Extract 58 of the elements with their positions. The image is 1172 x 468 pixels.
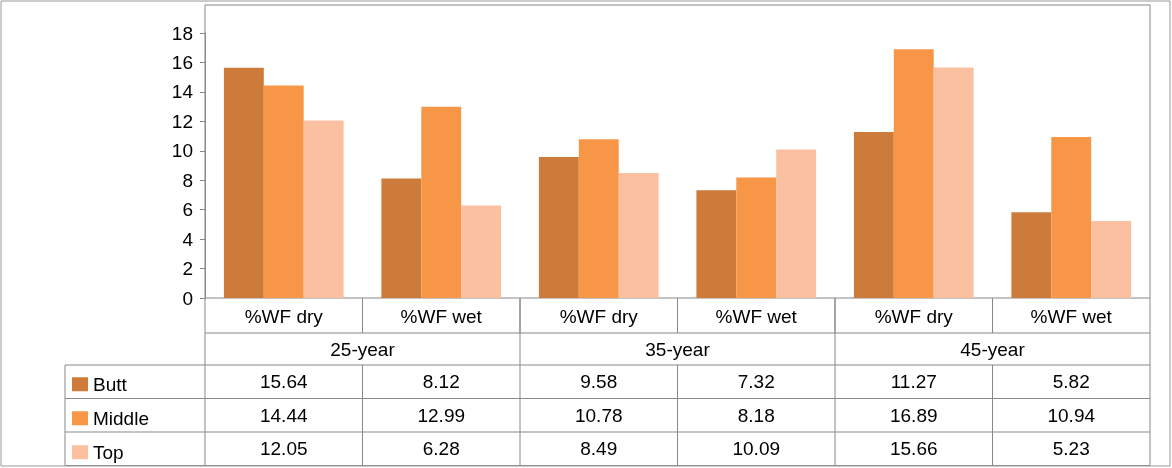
data-label: 16.89 (889, 404, 938, 426)
bar (303, 120, 344, 298)
text: 25-year (330, 338, 396, 360)
y-tick-label: 18 (171, 22, 193, 44)
bar (893, 49, 934, 298)
data-label: 14.44 (259, 404, 308, 426)
data-label: 9.58 (580, 371, 618, 393)
data-label: 12.99 (417, 404, 466, 426)
bar (853, 132, 894, 298)
bar (696, 190, 737, 298)
bar (381, 178, 422, 298)
data-label: 10.78 (574, 404, 623, 426)
x-tick-label: %WF wet (400, 306, 483, 327)
data-label: 11.27 (890, 371, 937, 393)
bar (578, 139, 619, 298)
data-label: 5.23 (1052, 438, 1090, 460)
data-label: 8.12 (422, 371, 460, 393)
bar (1011, 212, 1052, 298)
data-label: 8.49 (580, 438, 618, 460)
text: 45-year (960, 338, 1026, 360)
y-tick-label: 12 (171, 110, 193, 132)
data-label: 7.32 (737, 371, 775, 393)
data-label: 15.66 (889, 438, 938, 460)
bar (223, 67, 264, 298)
y-tick-label: 2 (182, 258, 193, 280)
bar (1051, 136, 1092, 298)
legend-label: Butt (93, 373, 128, 395)
data-label: 5.82 (1052, 371, 1090, 393)
y-tick-label: 10 (171, 140, 193, 162)
y-tick-label: 14 (171, 81, 194, 103)
x-tick-label: %WF wet (715, 306, 798, 327)
bar (263, 85, 304, 298)
bar (538, 156, 579, 298)
x-tick-label: %WF dry (874, 306, 954, 327)
y-tick-label: 8 (182, 169, 193, 191)
bar (421, 106, 462, 298)
legend-label: Middle (93, 407, 149, 429)
data-label: 10.94 (1047, 404, 1096, 426)
y-tick-label: 16 (171, 51, 193, 73)
x-tick-label: %WF dry (559, 306, 639, 327)
data-label: 8.18 (737, 404, 775, 426)
bar (933, 67, 974, 298)
data-label: 6.28 (422, 438, 460, 460)
bar (776, 149, 817, 298)
data-label: 12.05 (259, 438, 308, 460)
bar (736, 177, 777, 298)
y-tick-label: 6 (182, 199, 193, 221)
bar (1091, 221, 1132, 298)
data-label: 10.09 (732, 438, 781, 460)
x-tick-label: %WF dry (244, 306, 324, 327)
data-label: 15.64 (259, 371, 308, 393)
text: 35-year (645, 338, 711, 360)
bar (461, 205, 502, 298)
bar (618, 173, 659, 298)
y-tick-label: 4 (182, 228, 194, 250)
y-tick-label: 0 (182, 287, 193, 309)
legend-label: Top (93, 441, 124, 463)
x-tick-label: %WF wet (1030, 306, 1113, 327)
